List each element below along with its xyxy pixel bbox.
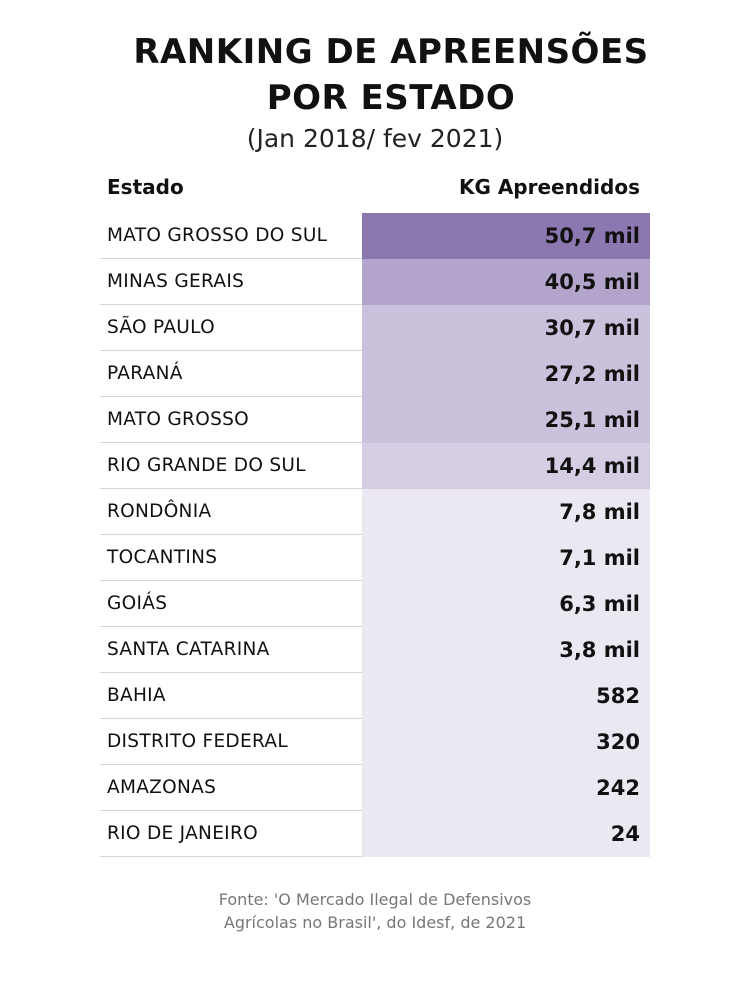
kg-value-cell: 27,2 mil	[362, 351, 650, 397]
title-line-2: POR ESTADO	[266, 78, 516, 118]
kg-value-cell: 14,4 mil	[362, 443, 650, 489]
kg-value-cell: 40,5 mil	[362, 259, 650, 305]
kg-value-cell: 7,1 mil	[362, 535, 650, 581]
state-name: SANTA CATARINA	[100, 627, 362, 673]
table-row: BAHIA 582	[100, 673, 650, 719]
kg-value-cell: 582	[362, 673, 650, 719]
table-row: TOCANTINS 7,1 mil	[100, 535, 650, 581]
state-name: RIO GRANDE DO SUL	[100, 443, 362, 489]
table-row: SANTA CATARINA 3,8 mil	[100, 627, 650, 673]
source-note: Fonte: 'O Mercado Ilegal de Defensivos A…	[0, 888, 750, 934]
state-name: GOIÁS	[100, 581, 362, 627]
table-row: RIO GRANDE DO SUL 14,4 mil	[100, 443, 650, 489]
table-row: RONDÔNIA 7,8 mil	[100, 489, 650, 535]
kg-value-cell: 24	[362, 811, 650, 857]
kg-value-cell: 242	[362, 765, 650, 811]
kg-value-cell: 7,8 mil	[362, 489, 650, 535]
table-row: SÃO PAULO 30,7 mil	[100, 305, 650, 351]
table-row: AMAZONAS 242	[100, 765, 650, 811]
state-name: MATO GROSSO	[100, 397, 362, 443]
kg-value-cell: 3,8 mil	[362, 627, 650, 673]
state-name: RIO DE JANEIRO	[100, 811, 362, 857]
state-name: SÃO PAULO	[100, 305, 362, 351]
source-line-2: Agrícolas no Brasil', do Idesf, de 2021	[223, 913, 527, 932]
column-header-kg: KG Apreendidos	[458, 175, 640, 199]
state-name: AMAZONAS	[100, 765, 362, 811]
kg-value-cell: 25,1 mil	[362, 397, 650, 443]
ranking-table: MATO GROSSO DO SUL 50,7 mil MINAS GERAIS 40…	[100, 213, 650, 857]
kg-value-cell: 320	[362, 719, 650, 765]
kg-value-cell: 6,3 mil	[362, 581, 650, 627]
state-name: MINAS GERAIS	[100, 259, 362, 305]
state-name: MATO GROSSO DO SUL	[100, 213, 362, 259]
subtitle: (Jan 2018/ fev 2021)	[246, 124, 504, 153]
kg-value-cell: 50,7 mil	[362, 213, 650, 259]
state-name: RONDÔNIA	[100, 489, 362, 535]
table-row: RIO DE JANEIRO 24	[100, 811, 650, 857]
table-row: MATO GROSSO 25,1 mil	[100, 397, 650, 443]
title-line-1: RANKING DE APREENSÕES	[133, 32, 649, 72]
state-name: DISTRITO FEDERAL	[100, 719, 362, 765]
table-row: GOIÁS 6,3 mil	[100, 581, 650, 627]
state-name: TOCANTINS	[100, 535, 362, 581]
table-row: MINAS GERAIS 40,5 mil	[100, 259, 650, 305]
state-name: BAHIA	[100, 673, 362, 719]
table-row: MATO GROSSO DO SUL 50,7 mil	[100, 213, 650, 259]
state-name: PARANÁ	[100, 351, 362, 397]
kg-value-cell: 30,7 mil	[362, 305, 650, 351]
table-row: DISTRITO FEDERAL 320	[100, 719, 650, 765]
source-line-1: Fonte: 'O Mercado Ilegal de Defensivos	[218, 890, 532, 909]
table-row: PARANÁ 27,2 mil	[100, 351, 650, 397]
column-header-estado: Estado	[107, 175, 184, 199]
